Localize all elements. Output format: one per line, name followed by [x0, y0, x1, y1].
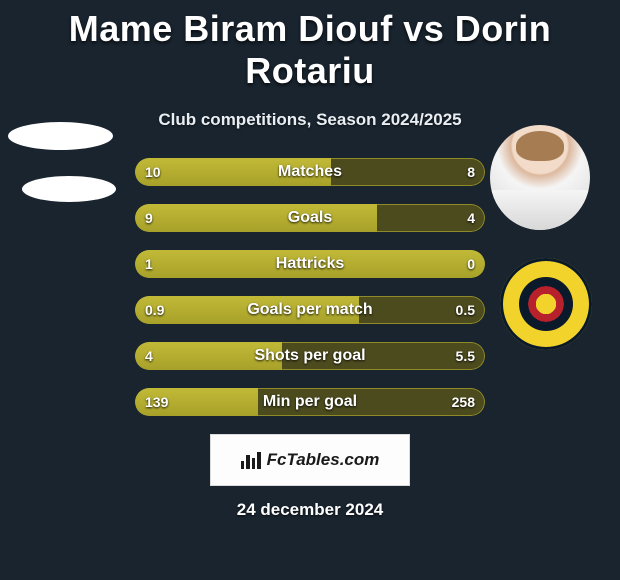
stat-row: 1 Hattricks 0: [135, 250, 485, 278]
stat-value-left: 0.9: [145, 302, 164, 318]
stat-label: Goals per match: [247, 301, 372, 319]
stat-label: Matches: [278, 163, 342, 181]
stat-value-right: 8: [467, 164, 475, 180]
stat-value-left: 4: [145, 348, 153, 364]
stat-row: 10 Matches 8: [135, 158, 485, 186]
stat-row: 0.9 Goals per match 0.5: [135, 296, 485, 324]
player1-club-placeholder: [22, 176, 116, 202]
page-title: Mame Biram Diouf vs Dorin Rotariu: [0, 0, 620, 92]
player1-avatar-placeholder: [8, 122, 113, 150]
stat-value-left: 10: [145, 164, 161, 180]
stat-label: Min per goal: [263, 393, 357, 411]
date-label: 24 december 2024: [0, 500, 620, 520]
stat-value-left: 139: [145, 394, 168, 410]
stat-value-right: 258: [452, 394, 475, 410]
stat-value-right: 5.5: [456, 348, 475, 364]
stat-value-right: 4: [467, 210, 475, 226]
stat-row: 4 Shots per goal 5.5: [135, 342, 485, 370]
stat-value-left: 1: [145, 256, 153, 272]
source-badge[interactable]: FcTables.com: [210, 434, 410, 486]
player2-avatar: [490, 125, 590, 230]
stat-row: 139 Min per goal 258: [135, 388, 485, 416]
stat-value-right: 0.5: [456, 302, 475, 318]
source-badge-label: FcTables.com: [267, 450, 380, 470]
stat-row: 9 Goals 4: [135, 204, 485, 232]
bars-icon: [241, 451, 261, 469]
stats-container: 10 Matches 8 9 Goals 4 1 Hattricks 0 0.9 Goals per…: [135, 158, 485, 416]
stat-label: Goals: [288, 209, 332, 227]
stat-value-left: 9: [145, 210, 153, 226]
stat-value-right: 0: [467, 256, 475, 272]
stat-label: Shots per goal: [254, 347, 365, 365]
player2-club-crest: [500, 258, 592, 350]
stat-label: Hattricks: [276, 255, 344, 273]
